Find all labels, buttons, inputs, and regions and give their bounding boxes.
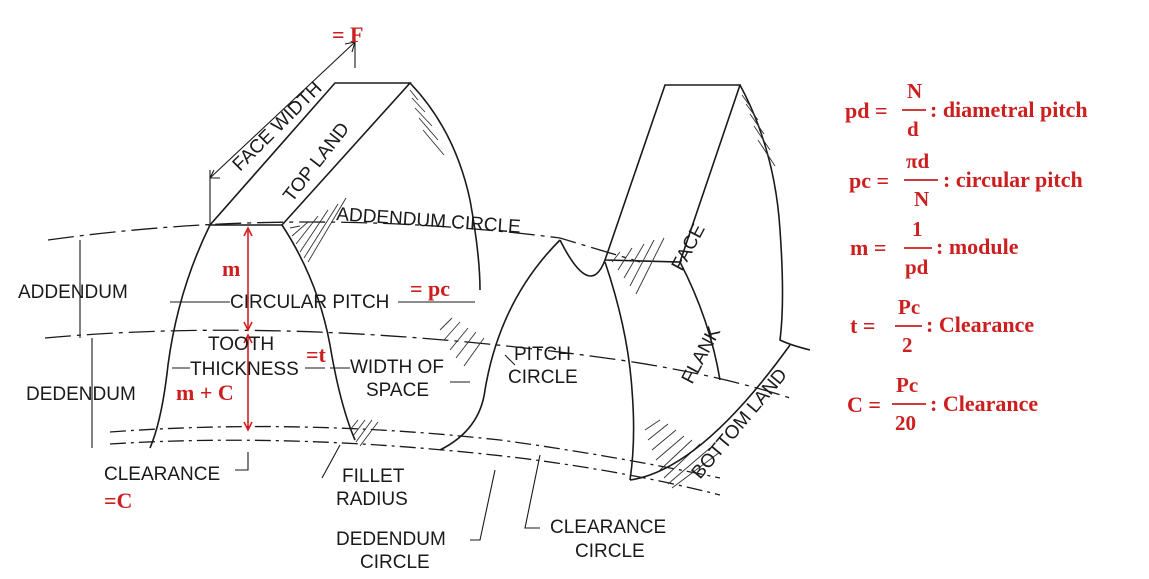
- formula-lhs: pc =: [849, 168, 889, 193]
- formula-module: m = 1 pd : module: [850, 217, 1019, 279]
- formula-den: pd: [905, 255, 929, 279]
- fillet-hatch: [349, 317, 485, 447]
- circular-pitch-label: CIRCULAR PITCH: [230, 292, 389, 313]
- pitch-label: PITCH: [514, 344, 571, 365]
- clearance-eq-C: =C: [104, 488, 132, 513]
- formula-lhs: pd =: [845, 98, 888, 123]
- formula-den: 2: [902, 333, 913, 357]
- dedendum-m-plus-c: m + C: [176, 380, 234, 405]
- width-of-space-dim: [330, 367, 470, 383]
- clearance-label: CLEARANCE: [104, 464, 220, 485]
- left-tooth-right-profile: [281, 224, 356, 441]
- dedendum-label: DEDENDUM: [26, 384, 136, 405]
- formula-desc: : Clearance: [926, 312, 1034, 337]
- clearance-circle-label-2: CIRCLE: [575, 541, 645, 562]
- left-tooth-back: [409, 82, 481, 291]
- formula-circular-pitch: pc = πd N : circular pitch: [849, 149, 1083, 211]
- tooth-label: TOOTH: [208, 334, 274, 355]
- formula-num: Pc: [898, 295, 920, 319]
- addendum-circle-line: [47, 221, 641, 263]
- pitch-circle-line: [44, 329, 791, 399]
- diagram-labels: FACE WIDTH TOP LAND ADDENDUM CIRCLE ADDE…: [18, 78, 792, 573]
- left-tooth-hatch: [289, 89, 445, 263]
- formula-den: d: [907, 117, 919, 141]
- right-tooth-front-left: [559, 239, 606, 277]
- formula-thickness: t = Pc 2 : Clearance: [850, 295, 1034, 357]
- formula-num: 1: [912, 217, 923, 241]
- formula-desc: : diametral pitch: [930, 97, 1088, 122]
- right-tooth-face-line: [679, 261, 721, 381]
- formula-clearance: C = Pc 20 : Clearance: [847, 373, 1038, 435]
- formula-lhs: C =: [847, 392, 881, 417]
- face-width-arrow-right: [344, 41, 356, 53]
- addendum-label: ADDENDUM: [18, 282, 128, 303]
- formula-desc: : Clearance: [930, 391, 1038, 416]
- formula-den: N: [914, 187, 929, 211]
- right-tooth-left-edge: [439, 239, 561, 451]
- face-label: FACE: [668, 221, 710, 275]
- right-tooth-front: [604, 261, 635, 481]
- tooth-thickness-eq-t: =t: [306, 342, 327, 367]
- clearance-leader: [235, 452, 249, 471]
- face-width-leader: [209, 41, 356, 225]
- dedendum-circle-line: [109, 425, 721, 479]
- gear-drawing: [44, 41, 811, 541]
- formula-desc: : module: [936, 234, 1019, 259]
- formula-panel: pd = N d : diametral pitch pc = πd N : c…: [845, 79, 1088, 435]
- dedendum-circle-leader: [470, 469, 496, 541]
- right-tooth-back: [739, 84, 811, 351]
- clearance-circle-leader: [524, 454, 541, 529]
- formula-desc: : circular pitch: [943, 167, 1083, 192]
- radius-label: RADIUS: [336, 489, 408, 510]
- addendum-circle-label: ADDENDUM CIRCLE: [336, 204, 522, 238]
- dedendum-circle-label-2: CIRCLE: [360, 552, 430, 573]
- thickness-label: THICKNESS: [190, 359, 299, 380]
- addendum-m: m: [222, 256, 240, 281]
- right-tooth-hatch: [611, 94, 776, 489]
- red-annotations: = F m = pc =t m + C =C: [104, 22, 450, 513]
- bottom-land-line: [629, 344, 791, 481]
- face-width-arrow-left: [209, 169, 220, 179]
- face-width-eq-F: = F: [332, 22, 363, 47]
- formula-den: 20: [895, 411, 916, 435]
- left-tooth-profile: [149, 224, 211, 449]
- right-tooth-top-land: [603, 84, 742, 263]
- formula-lhs: t =: [850, 313, 875, 338]
- pitch-circle-label: CIRCLE: [508, 367, 578, 388]
- formula-num: N: [907, 79, 922, 103]
- fillet-label: FILLET: [342, 466, 405, 487]
- clearance-circle-label-1: CLEARANCE: [550, 517, 666, 538]
- formula-diametral-pitch: pd = N d : diametral pitch: [845, 79, 1088, 141]
- fillet-leader: [321, 444, 341, 479]
- width-of-label: WIDTH OF: [350, 357, 444, 378]
- dedendum-circle-label-1: DEDENDUM: [336, 529, 446, 550]
- formula-num: πd: [906, 149, 930, 173]
- bottom-land-label: BOTTOM LAND: [688, 365, 792, 483]
- circular-pitch-eq-pc: = pc: [410, 276, 450, 301]
- red-dim-arrows: [243, 226, 253, 432]
- space-label: SPACE: [366, 380, 429, 401]
- formula-lhs: m =: [850, 235, 886, 260]
- formula-num: Pc: [896, 373, 918, 397]
- top-land-label: TOP LAND: [279, 119, 354, 206]
- pitch-circle-leader: [504, 354, 516, 366]
